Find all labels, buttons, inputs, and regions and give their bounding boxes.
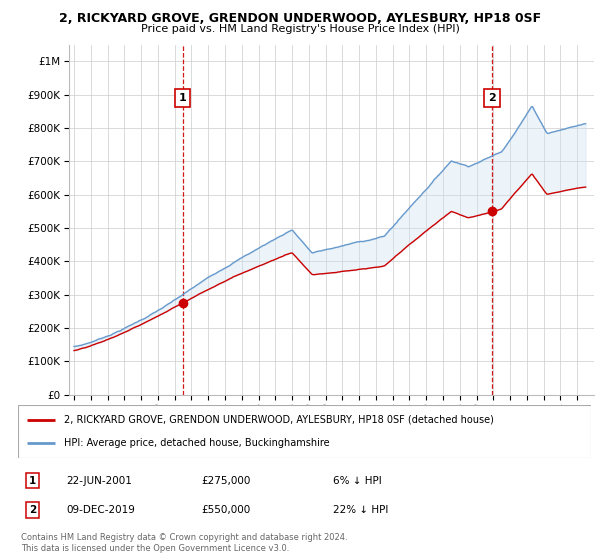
Text: 6% ↓ HPI: 6% ↓ HPI: [333, 475, 382, 486]
Text: 2, RICKYARD GROVE, GRENDON UNDERWOOD, AYLESBURY, HP18 0SF: 2, RICKYARD GROVE, GRENDON UNDERWOOD, AY…: [59, 12, 541, 25]
Text: £550,000: £550,000: [202, 505, 251, 515]
Text: 2: 2: [29, 505, 36, 515]
Text: Contains HM Land Registry data © Crown copyright and database right 2024.
This d: Contains HM Land Registry data © Crown c…: [21, 533, 347, 553]
Text: 2: 2: [488, 93, 496, 103]
Text: 1: 1: [29, 475, 36, 486]
Text: 1: 1: [179, 93, 187, 103]
Text: £275,000: £275,000: [202, 475, 251, 486]
Text: 22% ↓ HPI: 22% ↓ HPI: [333, 505, 389, 515]
Text: HPI: Average price, detached house, Buckinghamshire: HPI: Average price, detached house, Buck…: [64, 438, 329, 449]
Text: 2, RICKYARD GROVE, GRENDON UNDERWOOD, AYLESBURY, HP18 0SF (detached house): 2, RICKYARD GROVE, GRENDON UNDERWOOD, AY…: [64, 414, 494, 424]
Text: 09-DEC-2019: 09-DEC-2019: [67, 505, 136, 515]
Text: 22-JUN-2001: 22-JUN-2001: [67, 475, 133, 486]
Text: Price paid vs. HM Land Registry's House Price Index (HPI): Price paid vs. HM Land Registry's House …: [140, 24, 460, 34]
